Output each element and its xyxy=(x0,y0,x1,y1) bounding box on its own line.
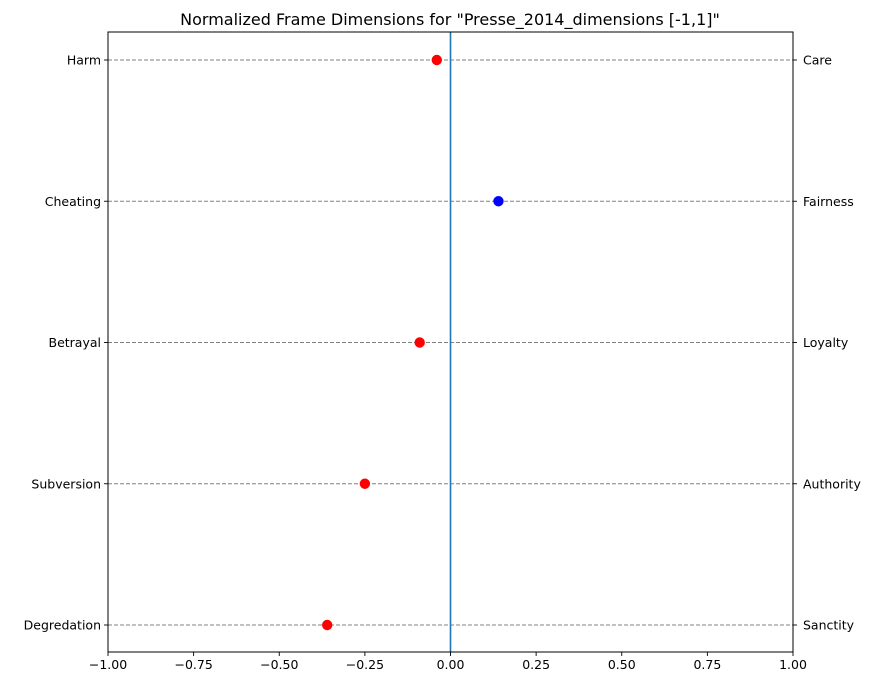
x-tick-label: 1.00 xyxy=(779,657,807,672)
data-point xyxy=(322,619,333,631)
right-axis-labels: Care Fairness Loyalty Authority Sanctity xyxy=(793,53,861,633)
right-axis-label: Sanctity xyxy=(803,618,855,633)
x-axis-ticks: −1.00 −0.75 −0.50 −0.25 0.00 0.25 0.50 0.75 1.00 xyxy=(89,652,807,672)
data-point xyxy=(414,337,425,348)
data-point xyxy=(359,478,371,489)
x-tick-label: −0.50 xyxy=(260,657,298,672)
x-tick-label: 0.25 xyxy=(522,657,550,672)
left-axis-label: Cheating xyxy=(45,194,101,209)
x-tick-label: −1.00 xyxy=(89,657,127,672)
data-point xyxy=(431,54,442,66)
right-axis-label: Fairness xyxy=(803,194,854,209)
x-tick-label: −0.25 xyxy=(346,657,384,672)
left-axis-label: Betrayal xyxy=(49,335,102,350)
left-axis-label: Harm xyxy=(67,53,101,68)
left-axis-labels: Harm Cheating Betrayal Subversion Degredatio… xyxy=(24,53,108,633)
right-axis-label: Authority xyxy=(803,476,861,491)
x-tick-label: 0.50 xyxy=(608,657,636,672)
left-axis-label: Subversion xyxy=(31,476,101,491)
data-point xyxy=(493,196,504,207)
right-axis-label: Care xyxy=(803,53,832,68)
chart-title: Normalized Frame Dimensions for "Presse_… xyxy=(180,10,720,30)
x-tick-label: 0.00 xyxy=(437,657,465,672)
x-tick-label: 0.75 xyxy=(693,657,721,672)
left-axis-label: Degredation xyxy=(24,618,101,633)
data-points xyxy=(322,54,504,631)
right-axis-label: Loyalty xyxy=(803,335,849,350)
x-tick-label: −0.75 xyxy=(174,657,212,672)
